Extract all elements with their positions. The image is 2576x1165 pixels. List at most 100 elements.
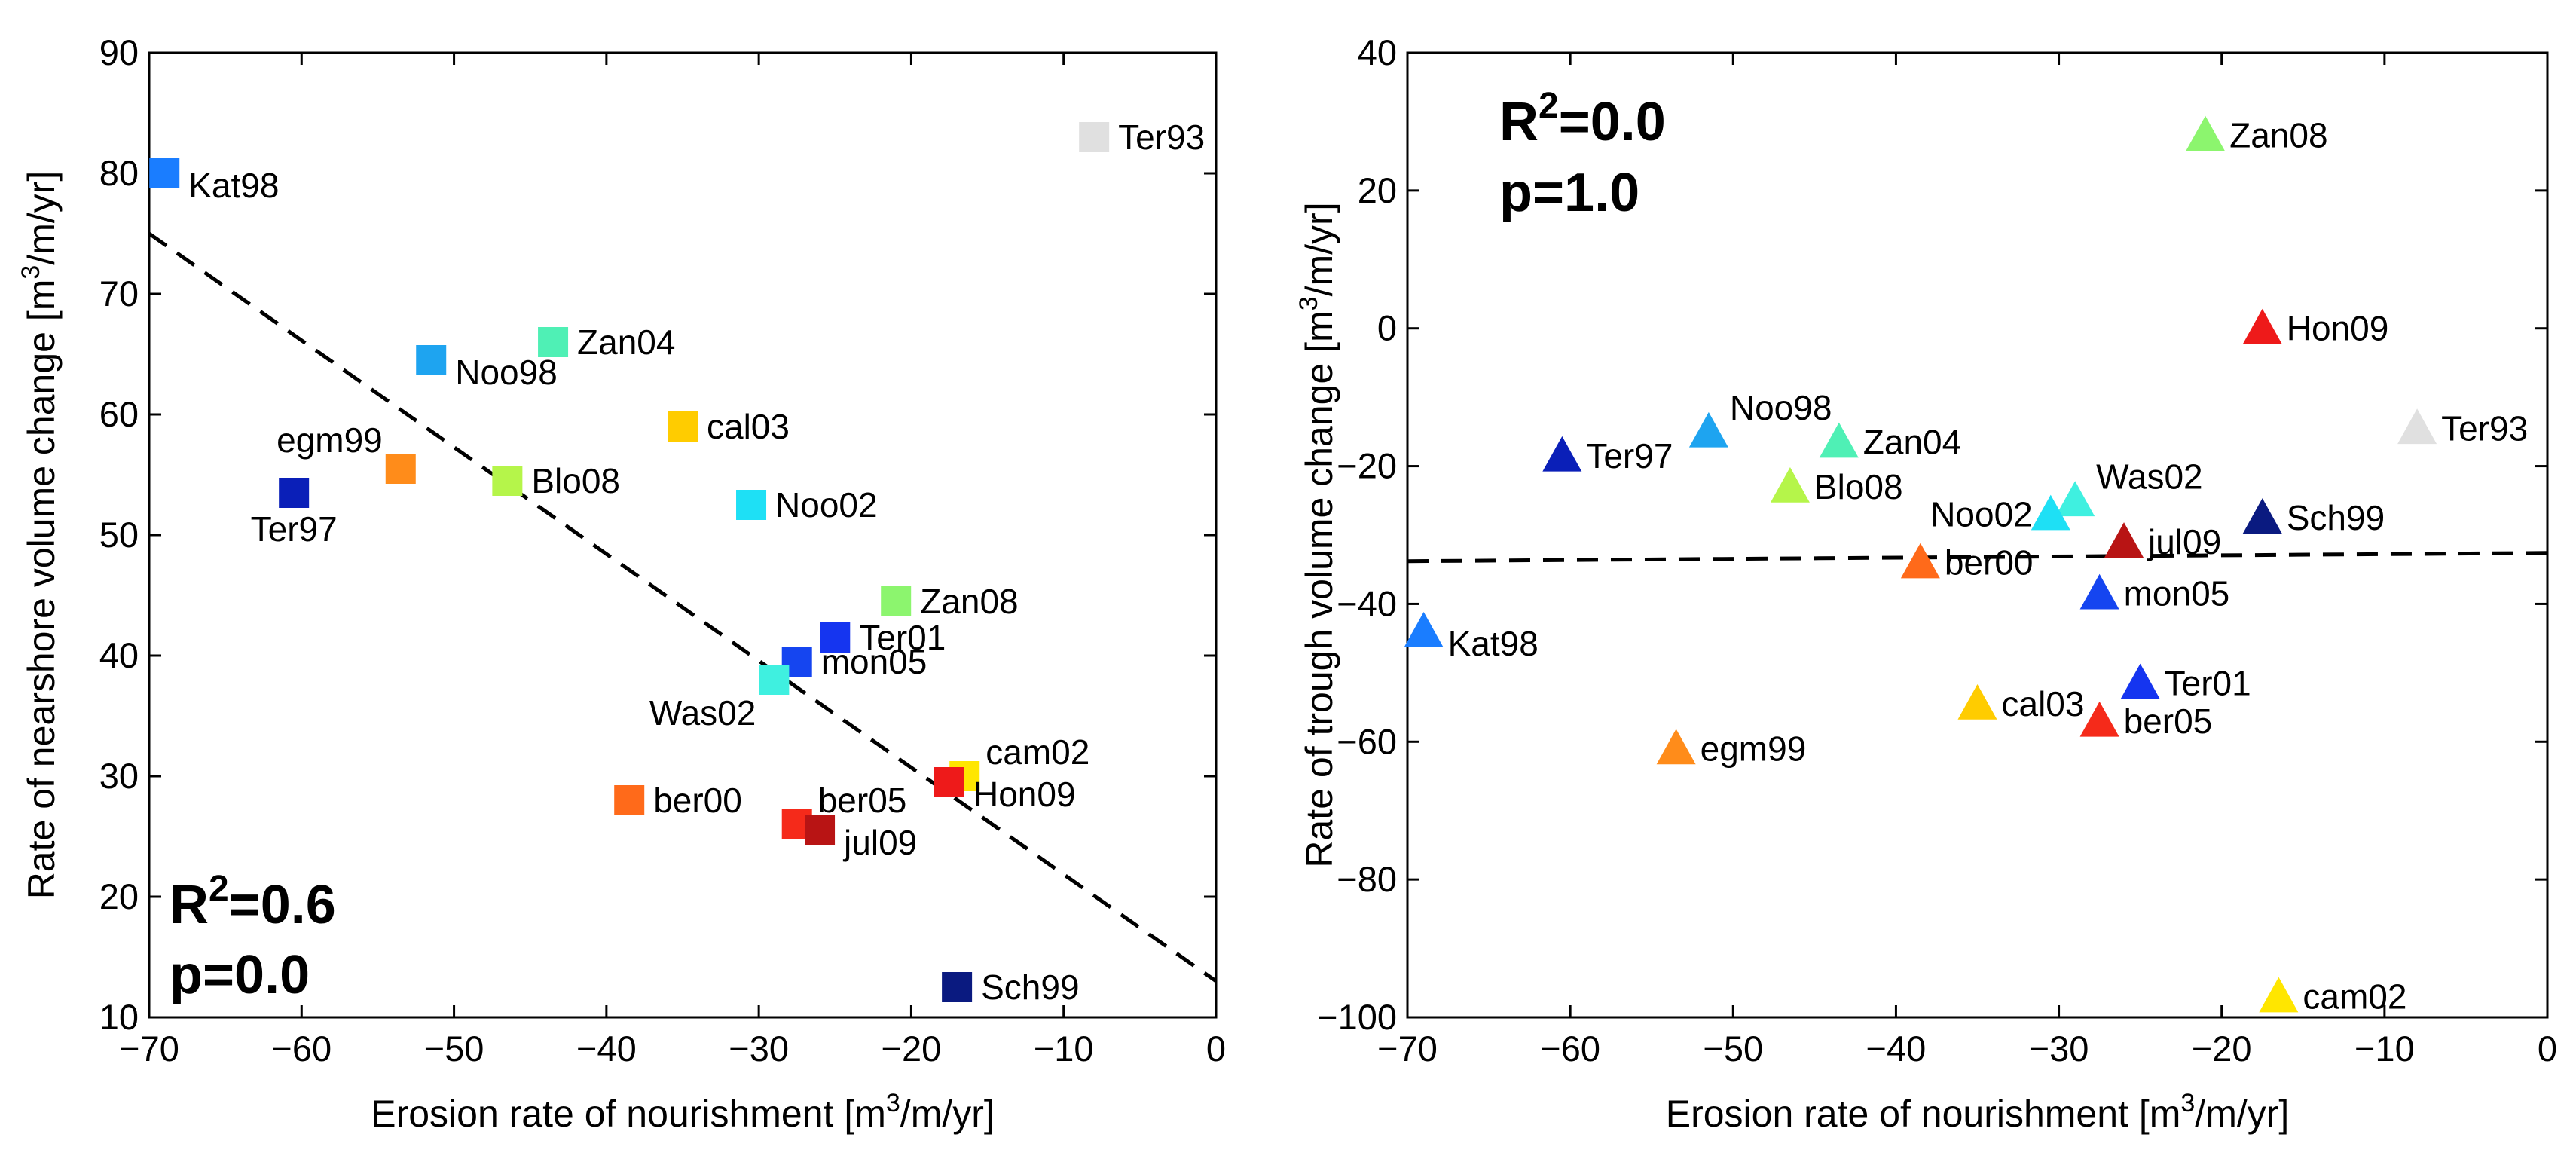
data-points: Kat98 Ter93 Noo98 Zan04 cal03 egm99 Blo08 Ter97… xyxy=(149,118,1205,1007)
data-points: Zan08 Hon09 Ter93 Noo98 Zan04 Ter97 Blo08 Was02… xyxy=(1404,115,2528,1017)
y-tick-label: 70 xyxy=(99,274,139,313)
data-label-jul09: jul09 xyxy=(2147,522,2221,561)
y-tick-label: 20 xyxy=(99,876,139,916)
data-point-egm99 xyxy=(1656,729,1696,765)
data-point-ber00 xyxy=(614,785,645,815)
data-label-sch99: Sch99 xyxy=(981,968,1079,1007)
y-tick-label: −100 xyxy=(1317,997,1397,1037)
y-axis: 10 20 30 40 50 60 70 80 90 xyxy=(99,32,1216,1037)
x-tick-label: −20 xyxy=(2192,1029,2252,1069)
data-label-ter01: Ter01 xyxy=(859,618,946,657)
data-label-noo02: Noo02 xyxy=(1930,495,2033,534)
data-point-egm99 xyxy=(385,454,416,484)
axes-box xyxy=(1406,51,2549,1019)
x-tick-label: 0 xyxy=(2538,1029,2557,1069)
data-point-was02 xyxy=(2055,481,2095,517)
y-tick-label: 20 xyxy=(1358,170,1397,210)
x-axis-label: Erosion rate of nourishment [m3/m/yr] xyxy=(1666,1089,2290,1135)
data-point-ter97 xyxy=(279,478,310,508)
y-tick-label: −20 xyxy=(1337,446,1397,486)
data-label-ter93: Ter93 xyxy=(2441,408,2528,448)
x-tick-label: −10 xyxy=(1034,1029,1094,1069)
data-point-mon05 xyxy=(2079,573,2119,610)
x-tick-label: −60 xyxy=(271,1029,332,1069)
data-point-cam02 xyxy=(2259,977,2299,1013)
x-tick-label: −40 xyxy=(576,1029,637,1069)
data-label-hon09: Hon09 xyxy=(973,775,1076,814)
x-tick-label: −30 xyxy=(2029,1029,2089,1069)
y-tick-label: −80 xyxy=(1337,859,1397,899)
data-point-kat98 xyxy=(149,158,180,188)
data-point-zan04 xyxy=(1819,422,1859,458)
y-axis-label: Rate of nearshore volume change [m3/m/yr… xyxy=(17,171,63,900)
data-label-ber00: ber00 xyxy=(1945,543,2034,582)
x-tick-label: −70 xyxy=(1377,1029,1438,1069)
y-tick-label: 90 xyxy=(99,32,139,72)
y-tick-label: 30 xyxy=(99,756,139,796)
data-label-mon05: mon05 xyxy=(2124,574,2230,613)
data-label-ter97: Ter97 xyxy=(251,509,338,549)
x-axis-label: Erosion rate of nourishment [m3/m/yr] xyxy=(371,1089,995,1135)
data-label-noo02: Noo02 xyxy=(775,485,878,524)
data-label-ter93: Ter93 xyxy=(1118,118,1205,157)
data-point-hon09 xyxy=(934,767,964,797)
data-point-zan08 xyxy=(881,586,912,616)
y-tick-label: 60 xyxy=(99,394,139,434)
data-point-ter93 xyxy=(2397,408,2437,445)
data-point-blo08 xyxy=(1770,467,1810,503)
data-point-sch99 xyxy=(942,972,973,1002)
x-tick-label: −20 xyxy=(882,1029,942,1069)
left-scatter-panel: −70 −60 −50 −40 −30 −20 −10 0 10 20 30 40 50 60 70 80 90… xyxy=(17,32,1226,1135)
data-label-zan04: Zan04 xyxy=(577,323,675,362)
x-tick-label: −10 xyxy=(2354,1029,2415,1069)
x-axis: −70 −60 −50 −40 −30 −20 −10 0 xyxy=(1377,53,2557,1069)
x-tick-label: −40 xyxy=(1866,1029,1927,1069)
data-label-hon09: Hon09 xyxy=(2287,309,2389,348)
data-point-zan08 xyxy=(2186,115,2226,151)
p-value-label: p=1.0 xyxy=(1499,163,1639,223)
x-axis: −70 −60 −50 −40 −30 −20 −10 0 xyxy=(119,53,1226,1069)
y-tick-label: 0 xyxy=(1377,308,1397,348)
data-point-noo02 xyxy=(2031,494,2070,531)
data-point-ber05 xyxy=(2079,701,2119,737)
regression-fit-line xyxy=(1407,551,2547,564)
y-tick-label: 40 xyxy=(99,635,139,675)
data-point-ter93 xyxy=(1079,122,1110,152)
y-tick-label: 50 xyxy=(99,515,139,555)
regression-fit-line xyxy=(149,231,1216,983)
data-label-jul09: jul09 xyxy=(842,823,917,862)
data-point-zan04 xyxy=(538,327,569,357)
x-tick-label: 0 xyxy=(1206,1029,1226,1069)
data-label-sch99: Sch99 xyxy=(2287,498,2385,537)
data-point-sch99 xyxy=(2242,498,2282,534)
data-point-ter01 xyxy=(2120,663,2160,699)
data-point-jul09 xyxy=(2104,522,2144,558)
data-label-ber05: ber05 xyxy=(2124,702,2213,741)
x-tick-label: −50 xyxy=(424,1029,484,1069)
y-tick-label: 10 xyxy=(99,997,139,1037)
data-point-ter97 xyxy=(1542,436,1582,472)
data-label-ber05: ber05 xyxy=(818,781,907,820)
data-label-kat98: Kat98 xyxy=(1448,624,1539,663)
r-squared-label: R2=0.6 xyxy=(170,869,336,935)
y-axis-label: Rate of trough volume change [m3/m/yr] xyxy=(1294,202,1340,867)
right-scatter-panel: −70 −60 −50 −40 −30 −20 −10 0−100−80−60−40−2002… xyxy=(1294,32,2557,1135)
data-point-noo02 xyxy=(736,490,767,520)
data-label-ber00: ber00 xyxy=(653,781,742,820)
x-tick-label: −70 xyxy=(119,1029,179,1069)
p-value-label: p=0.0 xyxy=(170,945,310,1005)
y-tick-label: 80 xyxy=(99,153,139,193)
data-point-ter01 xyxy=(820,622,851,653)
data-label-egm99: egm99 xyxy=(277,420,383,460)
x-tick-label: −50 xyxy=(1703,1029,1763,1069)
y-tick-label: 40 xyxy=(1358,32,1397,72)
data-label-was02: Was02 xyxy=(649,693,756,732)
data-label-egm99: egm99 xyxy=(1701,729,1807,768)
data-point-ber00 xyxy=(1900,543,1940,579)
data-label-cam02: cam02 xyxy=(2303,977,2406,1017)
data-label-ter01: Ter01 xyxy=(2165,664,2251,703)
data-point-kat98 xyxy=(1404,612,1444,647)
data-label-blo08: Blo08 xyxy=(531,461,620,500)
data-label-mon05: mon05 xyxy=(821,642,927,681)
